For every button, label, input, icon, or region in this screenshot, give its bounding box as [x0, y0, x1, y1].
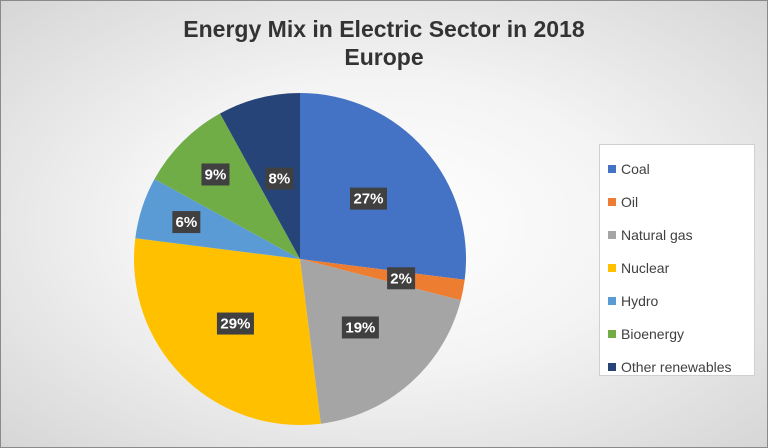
data-label-box — [201, 163, 230, 186]
legend-item-coal: Coal — [600, 152, 754, 185]
pie-slice-coal — [300, 93, 466, 280]
legend-swatch — [608, 329, 616, 338]
legend-item-bioenergy: Bioenergy — [600, 317, 754, 350]
pie-data-labels: 27% 2% 19% 29% 6% 9% 8% — [172, 163, 416, 339]
pie-slices — [134, 93, 466, 425]
data-label-oil: 2% — [387, 267, 416, 290]
pie-slice-oil — [300, 259, 465, 301]
data-label-bioenergy: 9% — [201, 163, 230, 186]
pie-slice-hydro — [135, 179, 300, 259]
data-label-nuclear: 29% — [216, 312, 254, 335]
data-label-other-renewables: 8% — [265, 167, 294, 190]
data-label-natural-gas: 19% — [341, 316, 379, 339]
legend-item-oil: Oil — [600, 185, 754, 218]
legend-swatch — [608, 362, 616, 371]
chart-title-line-2: Europe — [344, 44, 424, 70]
data-label-coal: 27% — [349, 187, 387, 210]
legend-swatch — [608, 296, 616, 305]
data-label-box — [387, 267, 416, 290]
data-label-text: 9% — [205, 166, 227, 183]
data-label-box — [172, 211, 201, 234]
legend-label: Coal — [621, 160, 650, 177]
legend-label: Nuclear — [621, 259, 670, 276]
legend-label: Hydro — [621, 292, 659, 309]
data-label-box — [265, 167, 294, 190]
legend-label: Oil — [621, 193, 639, 210]
data-label-text: 27% — [353, 191, 383, 208]
legend-swatch — [608, 197, 616, 206]
legend-label: Bioenergy — [621, 325, 685, 342]
data-label-hydro: 6% — [172, 211, 201, 234]
pie-slice-other-renewables — [220, 93, 300, 259]
pie-slice-natural-gas — [300, 259, 461, 424]
data-label-box — [341, 316, 379, 339]
data-label-text: 29% — [220, 316, 250, 333]
legend-item-nuclear: Nuclear — [600, 251, 754, 284]
data-label-text: 8% — [269, 171, 291, 188]
chart-title: Energy Mix in Electric Sector in 2018 Eu… — [1, 15, 767, 71]
legend-item-other-renewables: Other renewables — [600, 350, 754, 383]
data-label-box — [349, 187, 387, 210]
data-label-text: 19% — [345, 319, 375, 336]
data-label-text: 6% — [175, 214, 197, 231]
legend-item-natural-gas: Natural gas — [600, 218, 754, 251]
data-label-text: 2% — [390, 270, 412, 287]
legend-item-hydro: Hydro — [600, 284, 754, 317]
legend-label: Natural gas — [621, 226, 693, 243]
legend-swatch — [608, 164, 616, 173]
legend-label: Other renewables — [621, 358, 732, 375]
data-label-box — [216, 312, 254, 335]
pie-slice-bioenergy — [154, 113, 300, 260]
chart-title-line-1: Energy Mix in Electric Sector in 2018 — [183, 16, 585, 42]
legend-swatch — [608, 230, 616, 239]
legend-swatch — [608, 263, 616, 272]
legend: Coal Oil Natural gas Nuclear Hydro Bioenergy O… — [599, 144, 755, 376]
